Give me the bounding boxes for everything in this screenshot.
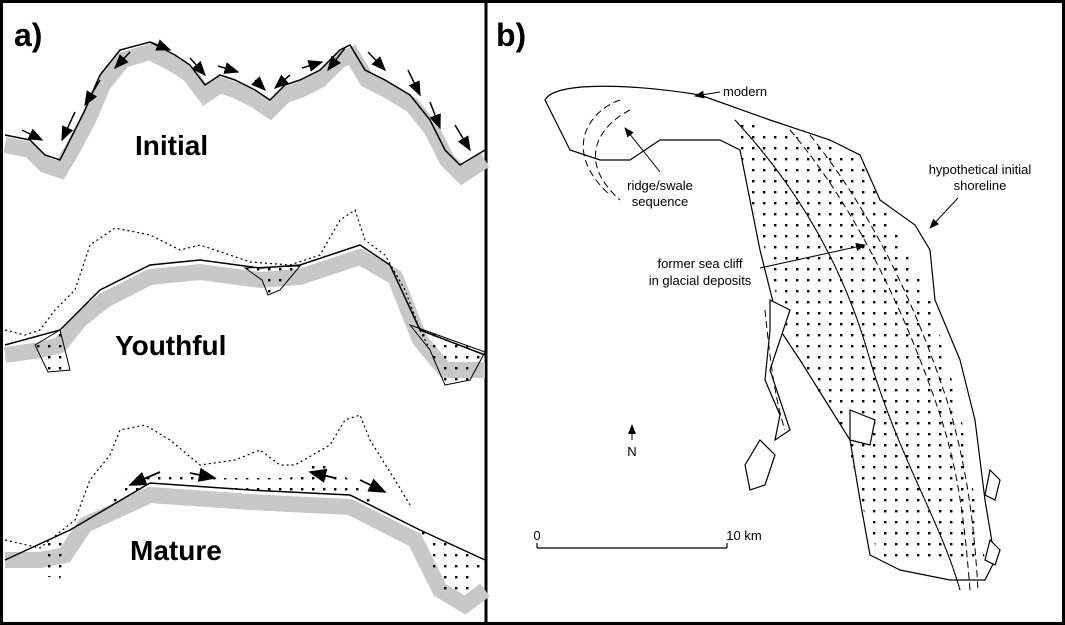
drift-arrows: [128, 467, 387, 493]
annotation: modern: [723, 84, 767, 99]
annotation: ridge/swale: [627, 178, 693, 193]
annotation: sequence: [632, 194, 688, 209]
scale-label: 0: [533, 528, 540, 543]
annotation: former sea cliff: [657, 256, 742, 271]
hypothetical-shoreline: [809, 134, 979, 591]
ridge: [764, 309, 786, 431]
sea-cliff-line: [734, 119, 961, 591]
hypothetical-shoreline: [789, 129, 971, 591]
annotation: hypothetical initial: [929, 162, 1032, 177]
shoreline: [4, 41, 486, 166]
scale-label: 10 km: [726, 528, 761, 543]
stage-label: Initial: [135, 130, 208, 161]
drift-arrows: [21, 39, 471, 152]
annotation: shoreline: [954, 178, 1007, 193]
leader-arrows: [624, 90, 959, 269]
north-label: N: [627, 444, 636, 459]
ridge: [595, 109, 631, 201]
panel-label: a): [14, 17, 42, 53]
stage-label: Youthful: [115, 330, 226, 361]
annotation: in glacial deposits: [649, 273, 752, 288]
shoreline: [4, 482, 486, 561]
initial-shoreline: [4, 209, 431, 351]
panel-a: [3, 39, 490, 615]
panel-label: b): [496, 17, 526, 53]
islands: [744, 299, 1001, 566]
panel-b: [536, 85, 1001, 591]
glacial-deposits: [730, 118, 985, 560]
shore-band: [3, 43, 490, 186]
shore-band: [5, 486, 490, 615]
ridge: [582, 99, 621, 196]
stage-label: Mature: [130, 535, 222, 566]
shoreline: [4, 244, 486, 356]
deposit: [40, 462, 485, 595]
initial-shoreline: [4, 414, 411, 549]
